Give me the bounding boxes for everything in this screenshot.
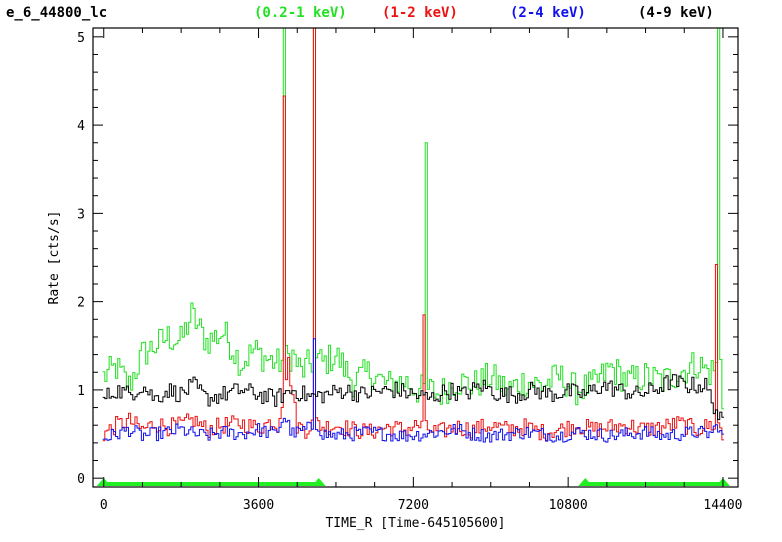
x-tick-label: 0: [100, 498, 108, 513]
y-tick-label: 0: [77, 472, 85, 487]
y-tick-label: 2: [77, 296, 85, 311]
y-axis-label: Rate [cts/s]: [47, 211, 62, 305]
series-line-3: [102, 374, 725, 421]
gti-marker-0-1: [311, 478, 326, 486]
source-title: e_6_44800_lc: [6, 5, 108, 21]
gti-marker-1-0: [578, 478, 593, 486]
plot-frame: [92, 27, 739, 488]
x-axis-label: TIME_R [Time-645105600]: [325, 516, 505, 531]
tick-group: 0 3600 7200 10800 14400 0 1 2 3 4 5: [77, 28, 743, 513]
series-line-2: [102, 338, 725, 443]
legend-band-medium: (1-2 keV): [382, 5, 458, 21]
y-tick-label: 4: [77, 119, 85, 134]
series-line-0: [102, 27, 725, 410]
x-tick-label: 7200: [398, 498, 429, 513]
series-group: [102, 27, 725, 443]
legend-band-soft: (0.2-1 keV): [254, 5, 347, 21]
x-tick-label: 10800: [549, 498, 588, 513]
y-tick-label: 5: [77, 31, 85, 46]
x-tick-label: 14400: [703, 498, 742, 513]
gti-bar-1: [585, 482, 723, 486]
y-tick-label: 1: [77, 384, 85, 399]
x-tick-label: 3600: [243, 498, 274, 513]
y-tick-label: 3: [77, 207, 85, 222]
series-line-1: [102, 27, 725, 442]
gti-bar-0: [103, 482, 319, 486]
legend-band-veryhard: (4-9 keV): [638, 5, 714, 21]
legend-band-hard: (2-4 keV): [510, 5, 586, 21]
